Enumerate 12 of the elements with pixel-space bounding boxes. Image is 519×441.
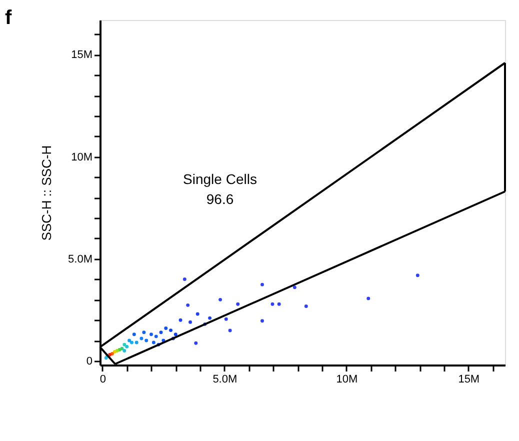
annotation: Single Cells bbox=[183, 171, 257, 187]
annotation: 96.6 bbox=[206, 191, 234, 207]
x-tick-label: 5.0M bbox=[212, 374, 238, 386]
y-tick-label: 0 bbox=[86, 355, 92, 368]
y-tick-label: 10M bbox=[71, 151, 92, 164]
x-tick-label: 10M bbox=[336, 374, 358, 386]
x-tick-label: 15M bbox=[458, 374, 480, 386]
chart-title: f bbox=[5, 7, 12, 29]
y-axis-title: SSC-H :: SSC-H bbox=[39, 145, 54, 241]
x-tick-label: 0 bbox=[100, 374, 106, 386]
y-tick-label: 15M bbox=[71, 49, 92, 62]
y-tick-label: 5.0M bbox=[68, 253, 92, 266]
